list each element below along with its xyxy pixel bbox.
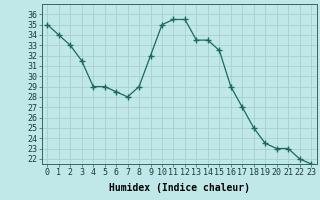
X-axis label: Humidex (Indice chaleur): Humidex (Indice chaleur) <box>109 183 250 193</box>
